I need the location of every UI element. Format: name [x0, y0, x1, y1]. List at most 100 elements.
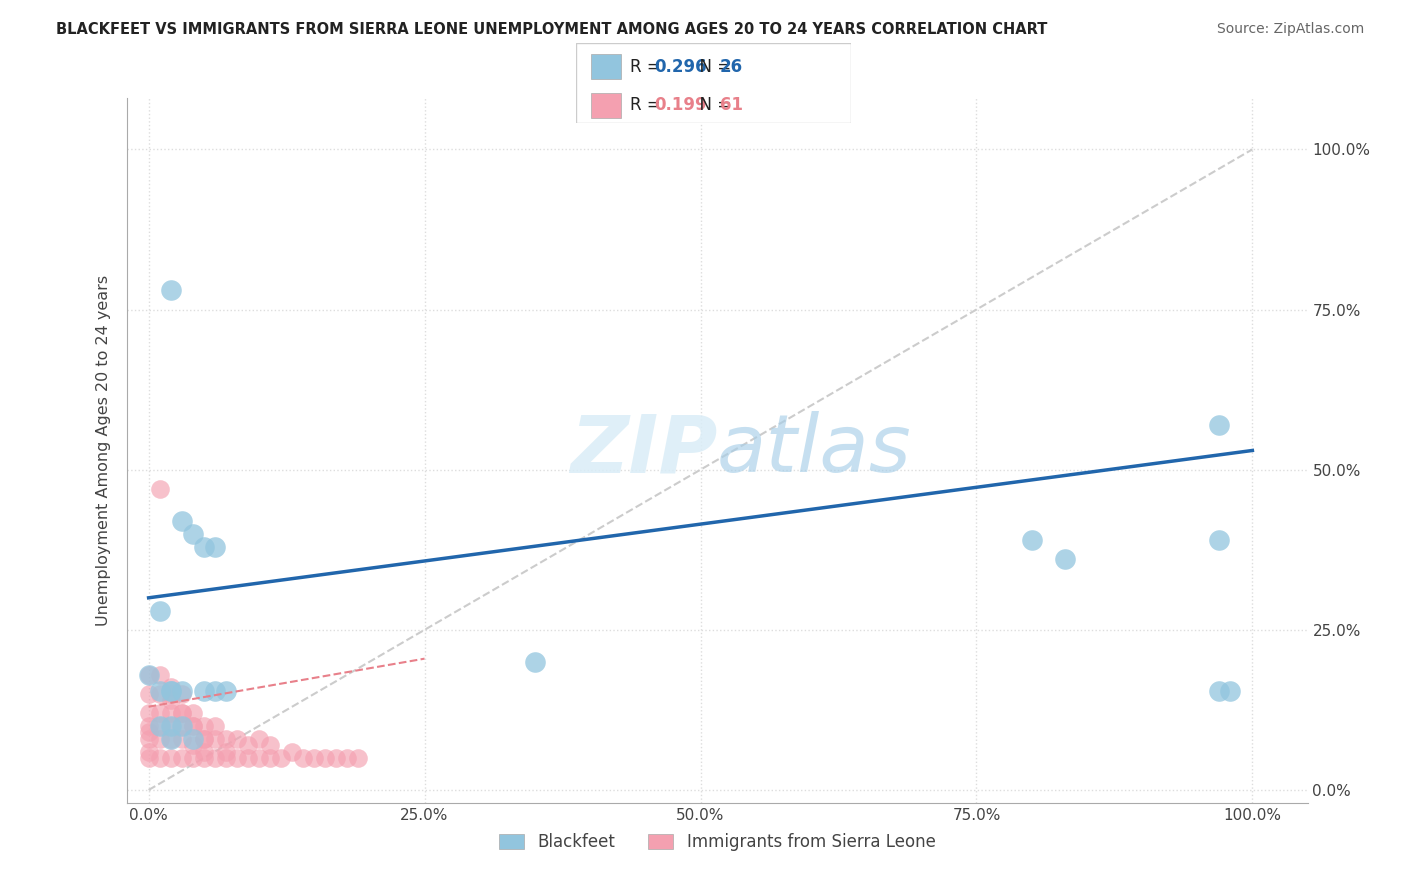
Point: [1208, 417, 1230, 432]
Point: [193, 731, 215, 746]
Point: [170, 706, 193, 720]
Point: [215, 745, 238, 759]
Point: [1208, 683, 1230, 698]
Point: [149, 719, 172, 733]
Point: [193, 683, 215, 698]
Point: [292, 751, 315, 765]
Point: [159, 283, 181, 297]
Point: [215, 731, 238, 746]
Point: [181, 751, 204, 765]
Point: [236, 738, 259, 752]
Text: atlas: atlas: [717, 411, 912, 490]
Point: [138, 725, 160, 739]
Point: [159, 751, 181, 765]
Point: [259, 738, 281, 752]
Point: [138, 687, 160, 701]
Point: [247, 751, 270, 765]
Point: [1219, 683, 1241, 698]
Point: [159, 683, 181, 698]
Point: [314, 751, 336, 765]
Point: [149, 719, 172, 733]
Point: [170, 751, 193, 765]
Point: [138, 745, 160, 759]
Text: BLACKFEET VS IMMIGRANTS FROM SIERRA LEONE UNEMPLOYMENT AMONG AGES 20 TO 24 YEARS: BLACKFEET VS IMMIGRANTS FROM SIERRA LEON…: [56, 22, 1047, 37]
Point: [149, 731, 172, 746]
Point: [159, 693, 181, 707]
Point: [159, 731, 181, 746]
Point: [1053, 552, 1076, 566]
Point: [170, 687, 193, 701]
Text: 61: 61: [720, 96, 742, 114]
Point: [170, 706, 193, 720]
Point: [247, 731, 270, 746]
Point: [170, 719, 193, 733]
Point: [281, 745, 304, 759]
Point: [181, 738, 204, 752]
Text: N =: N =: [689, 96, 737, 114]
Point: [215, 751, 238, 765]
Text: N =: N =: [689, 58, 737, 76]
Point: [159, 683, 181, 698]
Point: [138, 667, 160, 681]
Text: 0.296: 0.296: [654, 58, 706, 76]
Point: [193, 745, 215, 759]
Legend: Blackfeet, Immigrants from Sierra Leone: Blackfeet, Immigrants from Sierra Leone: [492, 827, 942, 858]
Point: [138, 751, 160, 765]
Point: [270, 751, 292, 765]
Point: [204, 731, 226, 746]
Point: [159, 706, 181, 720]
Point: [170, 683, 193, 698]
Point: [159, 731, 181, 746]
Point: [215, 683, 238, 698]
Point: [149, 604, 172, 618]
Point: [347, 751, 370, 765]
Point: [138, 719, 160, 733]
Point: [159, 719, 181, 733]
Point: [193, 731, 215, 746]
Text: 26: 26: [720, 58, 742, 76]
Point: [170, 514, 193, 528]
Point: [193, 751, 215, 765]
Point: [149, 667, 172, 681]
Point: [181, 719, 204, 733]
Point: [1021, 533, 1043, 548]
Point: [170, 731, 193, 746]
Text: R =: R =: [630, 96, 666, 114]
Point: [159, 719, 181, 733]
Point: [302, 751, 325, 765]
Point: [181, 706, 204, 720]
Point: [1208, 533, 1230, 548]
Point: [138, 731, 160, 746]
Point: [193, 540, 215, 554]
Point: [181, 719, 204, 733]
Point: [170, 719, 193, 733]
Point: [149, 706, 172, 720]
Point: [523, 655, 546, 669]
Text: 0.199: 0.199: [654, 96, 706, 114]
Point: [159, 681, 181, 695]
Point: [226, 731, 249, 746]
Text: ZIP: ZIP: [569, 411, 717, 490]
Point: [181, 731, 204, 746]
Point: [226, 751, 249, 765]
Point: [325, 751, 347, 765]
Point: [138, 667, 160, 681]
Point: [159, 687, 181, 701]
Point: [138, 706, 160, 720]
Text: R =: R =: [630, 58, 666, 76]
Point: [336, 751, 359, 765]
Text: Source: ZipAtlas.com: Source: ZipAtlas.com: [1216, 22, 1364, 37]
Point: [204, 751, 226, 765]
Point: [204, 540, 226, 554]
Point: [149, 683, 172, 698]
Point: [181, 526, 204, 541]
Point: [193, 719, 215, 733]
Point: [149, 687, 172, 701]
Point: [236, 751, 259, 765]
Point: [149, 482, 172, 496]
Point: [259, 751, 281, 765]
Point: [204, 719, 226, 733]
Point: [204, 683, 226, 698]
Y-axis label: Unemployment Among Ages 20 to 24 years: Unemployment Among Ages 20 to 24 years: [96, 275, 111, 626]
Point: [149, 751, 172, 765]
